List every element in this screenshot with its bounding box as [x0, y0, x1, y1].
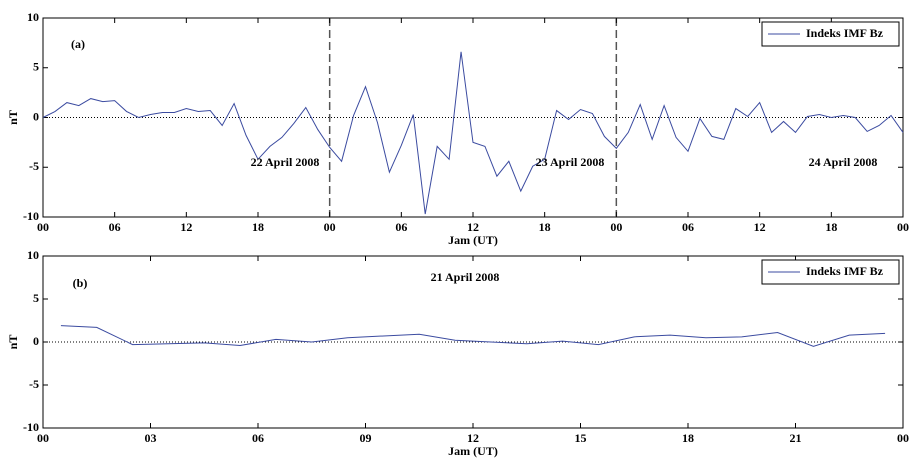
y-tick-label: -10 [23, 420, 39, 434]
data-line [42, 51, 904, 215]
x-tick-label: 06 [395, 220, 407, 234]
x-tick-label: 06 [682, 220, 694, 234]
legend-label: Indeks IMF Bz [806, 264, 884, 278]
y-axis-label: nT [6, 110, 20, 125]
y-tick-label: 5 [33, 291, 39, 305]
y-tick-label: -5 [29, 159, 39, 173]
x-tick-label: 00 [897, 220, 909, 234]
x-tick-label: 12 [754, 220, 766, 234]
x-tick-label: 12 [180, 220, 192, 234]
y-tick-label: 0 [33, 109, 39, 123]
x-tick-label: 18 [539, 220, 551, 234]
annotation: 23 April 2008 [536, 155, 605, 169]
x-tick-label: 18 [252, 220, 264, 234]
x-tick-label: 06 [109, 220, 121, 234]
x-tick-label: 00 [324, 220, 336, 234]
x-axis-label: Jam (UT) [448, 444, 498, 458]
x-tick-label: 12 [467, 431, 479, 445]
x-tick-label: 00 [37, 220, 49, 234]
y-tick-label: -10 [23, 209, 39, 223]
x-tick-label: 18 [825, 220, 837, 234]
x-tick-label: 00 [37, 431, 49, 445]
x-axis-label: Jam (UT) [448, 233, 498, 247]
y-tick-label: 10 [27, 248, 39, 262]
data-line [60, 325, 886, 347]
x-tick-label: 15 [575, 431, 587, 445]
y-tick-label: 0 [33, 334, 39, 348]
y-tick-label: -5 [29, 377, 39, 391]
y-tick-label: 10 [27, 10, 39, 24]
x-tick-label: 06 [252, 431, 264, 445]
x-tick-label: 21 [790, 431, 802, 445]
x-tick-label: 12 [467, 220, 479, 234]
annotation: 24 April 2008 [809, 155, 878, 169]
annotation: 22 April 2008 [251, 155, 320, 169]
y-tick-label: 5 [33, 60, 39, 74]
x-tick-label: 09 [360, 431, 372, 445]
x-tick-label: 03 [145, 431, 157, 445]
y-axis-label: nT [6, 335, 20, 350]
x-tick-label: 00 [897, 431, 909, 445]
legend-label: Indeks IMF Bz [806, 26, 884, 40]
annotation: 21 April 2008 [431, 270, 500, 284]
annotation: (b) [73, 276, 88, 290]
x-tick-label: 00 [610, 220, 622, 234]
x-tick-label: 18 [682, 431, 694, 445]
annotation: (a) [71, 37, 85, 51]
